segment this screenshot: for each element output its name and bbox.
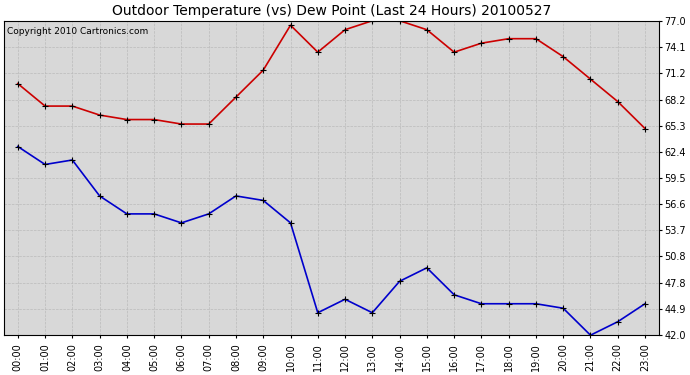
Title: Outdoor Temperature (vs) Dew Point (Last 24 Hours) 20100527: Outdoor Temperature (vs) Dew Point (Last… [112,4,551,18]
Text: Copyright 2010 Cartronics.com: Copyright 2010 Cartronics.com [8,27,148,36]
